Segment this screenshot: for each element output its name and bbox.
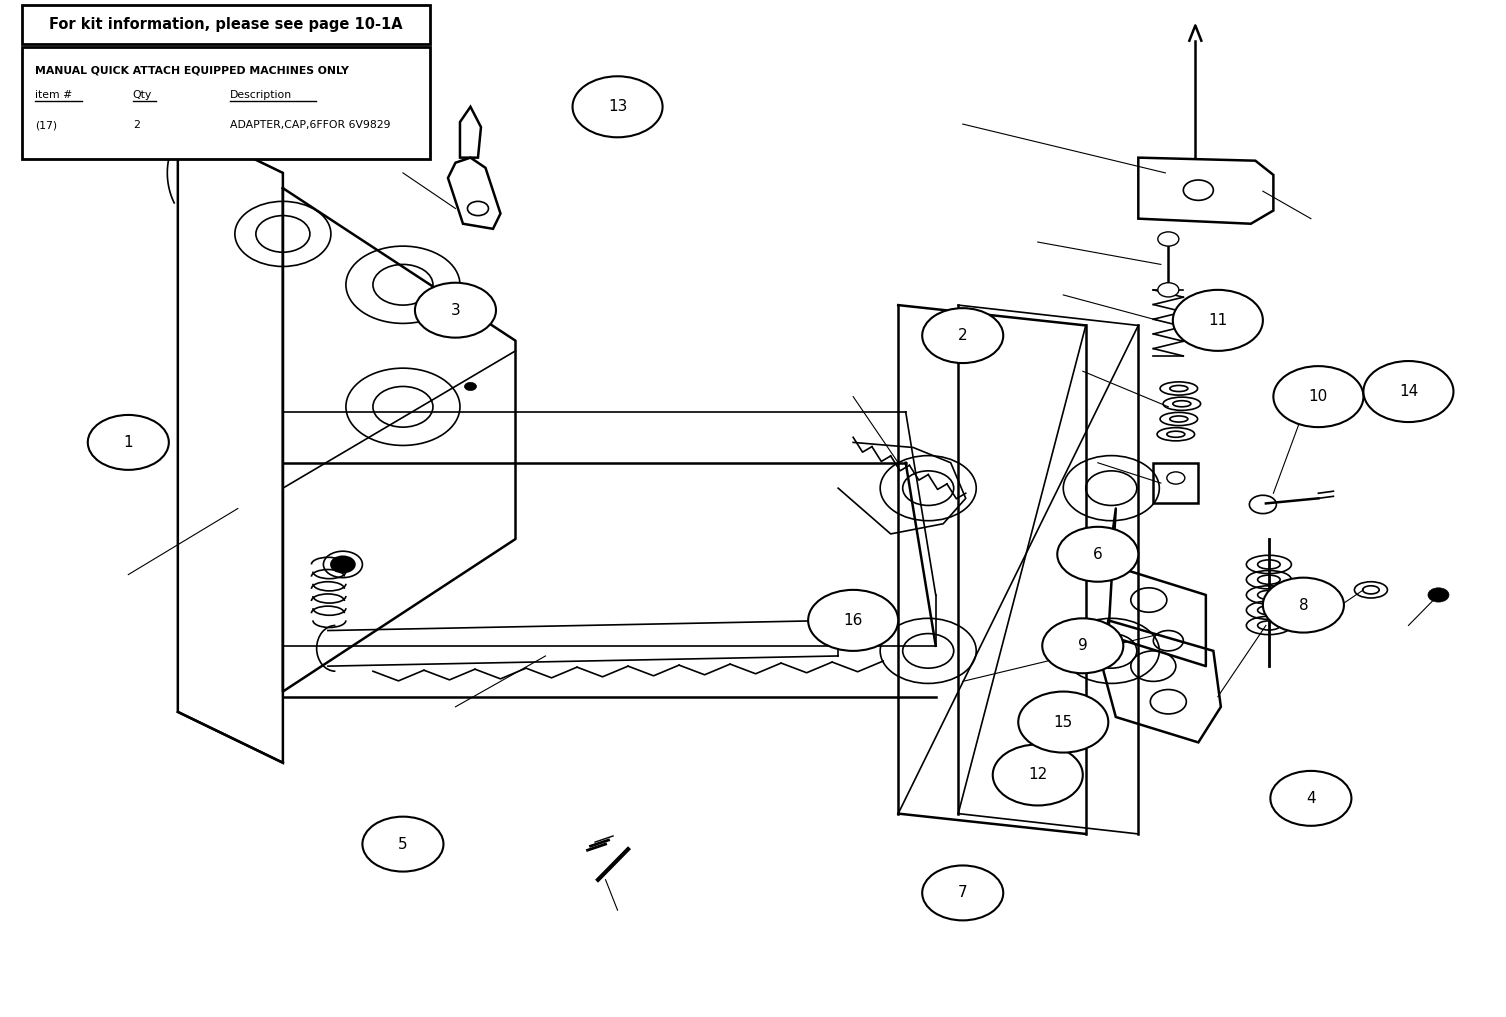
- Text: 6: 6: [1093, 547, 1102, 561]
- Text: 15: 15: [1054, 715, 1072, 729]
- Circle shape: [809, 590, 898, 651]
- Circle shape: [572, 76, 663, 137]
- Circle shape: [1264, 578, 1343, 633]
- Circle shape: [331, 556, 355, 573]
- Text: 13: 13: [608, 100, 626, 114]
- Circle shape: [1363, 361, 1453, 422]
- Text: 16: 16: [843, 613, 863, 627]
- FancyBboxPatch shape: [21, 47, 429, 159]
- Circle shape: [1271, 771, 1351, 826]
- Circle shape: [922, 865, 1003, 920]
- Text: 8: 8: [1298, 598, 1309, 612]
- Circle shape: [464, 382, 476, 391]
- Text: For kit information, please see page 10-1A: For kit information, please see page 10-…: [50, 17, 402, 32]
- Text: ADAPTER,CAP,6FFOR 6V9829: ADAPTER,CAP,6FFOR 6V9829: [230, 120, 392, 130]
- Text: 2: 2: [958, 328, 967, 343]
- Circle shape: [464, 291, 476, 299]
- Circle shape: [1428, 588, 1449, 602]
- Circle shape: [416, 283, 495, 338]
- Circle shape: [1158, 232, 1179, 246]
- Circle shape: [363, 817, 443, 872]
- Text: 12: 12: [1029, 768, 1047, 782]
- Text: 10: 10: [1309, 390, 1328, 404]
- Text: Description: Description: [230, 89, 292, 100]
- Text: Qty: Qty: [133, 89, 152, 100]
- Circle shape: [1042, 618, 1123, 673]
- Text: 7: 7: [958, 886, 967, 900]
- Text: 11: 11: [1208, 313, 1227, 327]
- Circle shape: [1173, 290, 1264, 351]
- Circle shape: [1274, 366, 1363, 427]
- Circle shape: [1057, 527, 1139, 582]
- FancyBboxPatch shape: [21, 5, 429, 44]
- Circle shape: [922, 308, 1003, 363]
- Text: MANUAL QUICK ATTACH EQUIPPED MACHINES ONLY: MANUAL QUICK ATTACH EQUIPPED MACHINES ON…: [35, 65, 349, 75]
- Text: 14: 14: [1399, 384, 1419, 399]
- Text: 5: 5: [398, 837, 408, 851]
- Circle shape: [1167, 472, 1185, 484]
- Text: item #: item #: [35, 89, 72, 100]
- Circle shape: [87, 415, 169, 470]
- Circle shape: [1018, 692, 1108, 753]
- Circle shape: [992, 744, 1083, 805]
- Text: 4: 4: [1306, 791, 1316, 805]
- Text: 1: 1: [123, 435, 133, 450]
- Text: (17): (17): [35, 120, 57, 130]
- Text: 3: 3: [450, 303, 461, 317]
- Circle shape: [1158, 283, 1179, 297]
- Text: 9: 9: [1078, 639, 1087, 653]
- Text: 2: 2: [133, 120, 140, 130]
